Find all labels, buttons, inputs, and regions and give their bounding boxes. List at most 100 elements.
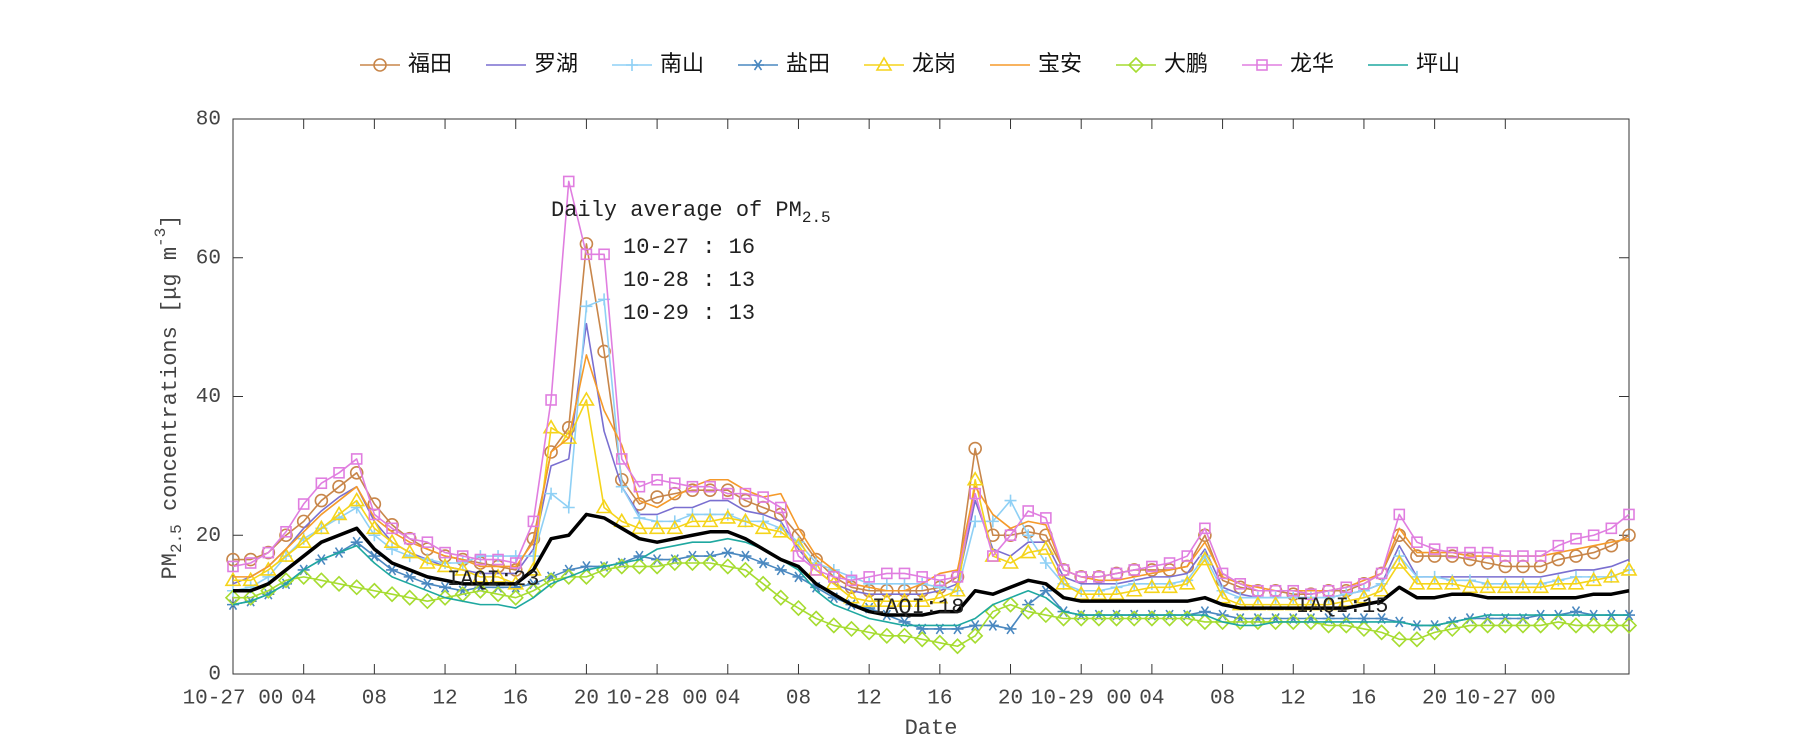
marker bbox=[1514, 578, 1532, 594]
legend-label: 龙岗 bbox=[912, 52, 956, 77]
marker bbox=[1019, 544, 1037, 559]
y-tick-label: 20 bbox=[196, 525, 221, 548]
marker bbox=[774, 501, 787, 514]
marker bbox=[648, 558, 666, 575]
legend-label: 南山 bbox=[660, 52, 704, 77]
marker bbox=[544, 445, 558, 459]
marker bbox=[242, 571, 260, 587]
marker bbox=[1004, 623, 1017, 635]
marker bbox=[1569, 549, 1583, 563]
marker bbox=[898, 577, 911, 590]
marker bbox=[1479, 578, 1497, 594]
marker bbox=[401, 544, 419, 559]
marker bbox=[969, 515, 982, 528]
marker bbox=[439, 581, 452, 593]
x-tick-label: 20 bbox=[1422, 688, 1447, 711]
marker bbox=[1057, 564, 1070, 576]
average-line bbox=[233, 512, 1630, 617]
marker bbox=[383, 586, 401, 603]
marker bbox=[562, 501, 575, 514]
marker bbox=[330, 505, 348, 521]
marker bbox=[1567, 575, 1585, 590]
marker bbox=[578, 568, 595, 586]
y-tick-label: 0 bbox=[208, 664, 221, 687]
marker bbox=[719, 558, 736, 575]
marker bbox=[752, 59, 764, 71]
marker bbox=[1305, 588, 1317, 601]
marker bbox=[386, 564, 399, 576]
marker bbox=[1585, 571, 1603, 587]
marker bbox=[386, 522, 398, 535]
marker bbox=[527, 550, 540, 563]
x-tick-label: 12 bbox=[857, 688, 882, 711]
marker bbox=[951, 571, 964, 583]
marker bbox=[792, 550, 805, 562]
marker bbox=[368, 529, 381, 542]
marker bbox=[1181, 550, 1194, 562]
marker bbox=[843, 620, 860, 638]
marker bbox=[1337, 592, 1355, 607]
marker bbox=[419, 593, 436, 610]
legend-label: 宝安 bbox=[1038, 52, 1082, 77]
marker bbox=[1464, 546, 1476, 559]
marker bbox=[472, 582, 489, 599]
x-tick-label: 04 bbox=[291, 688, 316, 711]
marker bbox=[719, 509, 737, 524]
marker bbox=[648, 519, 666, 535]
daily-average: 10-27 : 16 bbox=[623, 235, 755, 260]
marker bbox=[701, 554, 719, 572]
marker bbox=[509, 550, 522, 563]
marker bbox=[686, 480, 699, 493]
marker bbox=[489, 586, 507, 603]
marker bbox=[968, 441, 982, 456]
marker bbox=[774, 564, 787, 576]
marker bbox=[277, 547, 295, 562]
marker bbox=[578, 391, 595, 406]
legend-label: 福田 bbox=[408, 52, 452, 77]
marker bbox=[703, 483, 717, 497]
marker bbox=[1127, 563, 1142, 577]
iaqi-label: IAQI:15 bbox=[1296, 594, 1388, 619]
marker bbox=[1055, 575, 1072, 590]
marker bbox=[966, 471, 984, 486]
marker bbox=[1496, 578, 1514, 594]
marker bbox=[1551, 552, 1566, 567]
y-label-sub: 2.5 bbox=[168, 524, 186, 553]
marker bbox=[580, 248, 593, 261]
marker bbox=[1128, 564, 1141, 576]
marker bbox=[1285, 613, 1302, 631]
iaqi-label: IAQI:23 bbox=[447, 567, 539, 592]
series-line bbox=[233, 399, 1630, 606]
marker bbox=[825, 575, 843, 590]
marker bbox=[561, 420, 576, 435]
marker bbox=[1179, 610, 1196, 627]
marker bbox=[1355, 589, 1373, 604]
marker bbox=[934, 574, 946, 587]
x-tick-label: 20 bbox=[998, 688, 1023, 711]
x-tick-label: 04 bbox=[1139, 688, 1164, 711]
marker bbox=[1517, 550, 1529, 562]
marker bbox=[861, 624, 878, 641]
marker bbox=[542, 572, 560, 589]
marker bbox=[772, 589, 789, 606]
x-tick-label: 04 bbox=[715, 688, 740, 711]
marker bbox=[1605, 522, 1618, 535]
marker bbox=[790, 599, 807, 617]
marker bbox=[349, 466, 364, 480]
marker bbox=[262, 546, 275, 559]
marker bbox=[456, 550, 469, 562]
marker bbox=[916, 571, 928, 583]
marker bbox=[1267, 613, 1284, 631]
annotation-title-base: Daily average of PM bbox=[551, 198, 802, 223]
marker bbox=[931, 634, 948, 651]
marker bbox=[314, 493, 329, 508]
marker bbox=[1003, 528, 1018, 543]
marker bbox=[1073, 610, 1090, 627]
marker bbox=[1287, 584, 1300, 597]
marker bbox=[792, 571, 805, 583]
marker bbox=[368, 508, 381, 521]
marker bbox=[525, 561, 542, 576]
marker bbox=[986, 515, 999, 528]
marker bbox=[1408, 575, 1426, 590]
marker bbox=[545, 394, 557, 406]
